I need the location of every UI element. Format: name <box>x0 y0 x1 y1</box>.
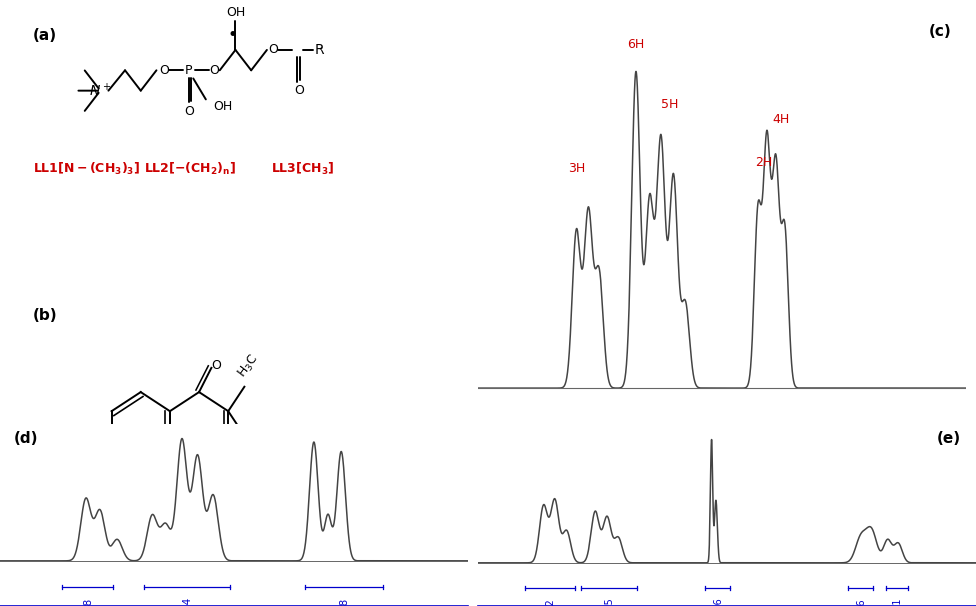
Text: $\mathbf{LL2[-(CH_2)_n]}$: $\mathbf{LL2[-(CH_2)_n]}$ <box>144 161 236 177</box>
Text: 17.02: 17.02 <box>545 597 554 606</box>
Text: (b): (b) <box>33 308 58 323</box>
Text: 6H: 6H <box>628 38 644 52</box>
Text: 1.88: 1.88 <box>83 596 93 606</box>
Text: 2H: 2H <box>755 156 773 168</box>
Text: 23.45: 23.45 <box>604 597 614 606</box>
Text: (e): (e) <box>937 431 961 447</box>
Text: O: O <box>294 84 304 97</box>
Text: 3H: 3H <box>568 162 585 175</box>
Text: (a): (a) <box>33 28 58 43</box>
Text: H$_3$C: H$_3$C <box>234 351 262 381</box>
Text: $N^+$: $N^+$ <box>89 82 111 99</box>
Text: O: O <box>267 44 277 56</box>
Text: 5H: 5H <box>661 98 678 112</box>
Text: O: O <box>159 64 169 77</box>
Text: 1.88: 1.88 <box>339 596 348 606</box>
Text: 4H: 4H <box>773 113 791 127</box>
Text: $\mathbf{LL3[CH_3]}$: $\mathbf{LL3[CH_3]}$ <box>270 161 334 177</box>
Text: P: P <box>185 64 192 77</box>
Text: 1.71: 1.71 <box>892 597 902 606</box>
Text: OH: OH <box>214 100 232 113</box>
Text: $\mathbf{LL1[N-(CH_3)_3]}$: $\mathbf{LL1[N-(CH_3)_3]}$ <box>33 161 141 177</box>
Text: O: O <box>183 104 193 118</box>
Text: O: O <box>211 359 221 372</box>
Text: 1.056: 1.056 <box>856 597 866 606</box>
Text: (c): (c) <box>929 24 952 39</box>
Text: O: O <box>210 64 220 77</box>
Text: 3.74: 3.74 <box>183 596 192 606</box>
Text: O: O <box>211 488 221 502</box>
Text: •: • <box>227 27 238 44</box>
Text: 7.566: 7.566 <box>712 597 723 606</box>
Text: SO$_3$Na: SO$_3$Na <box>234 442 271 484</box>
Text: (d): (d) <box>14 431 39 447</box>
Text: R: R <box>315 43 325 57</box>
Text: OH: OH <box>225 5 245 19</box>
